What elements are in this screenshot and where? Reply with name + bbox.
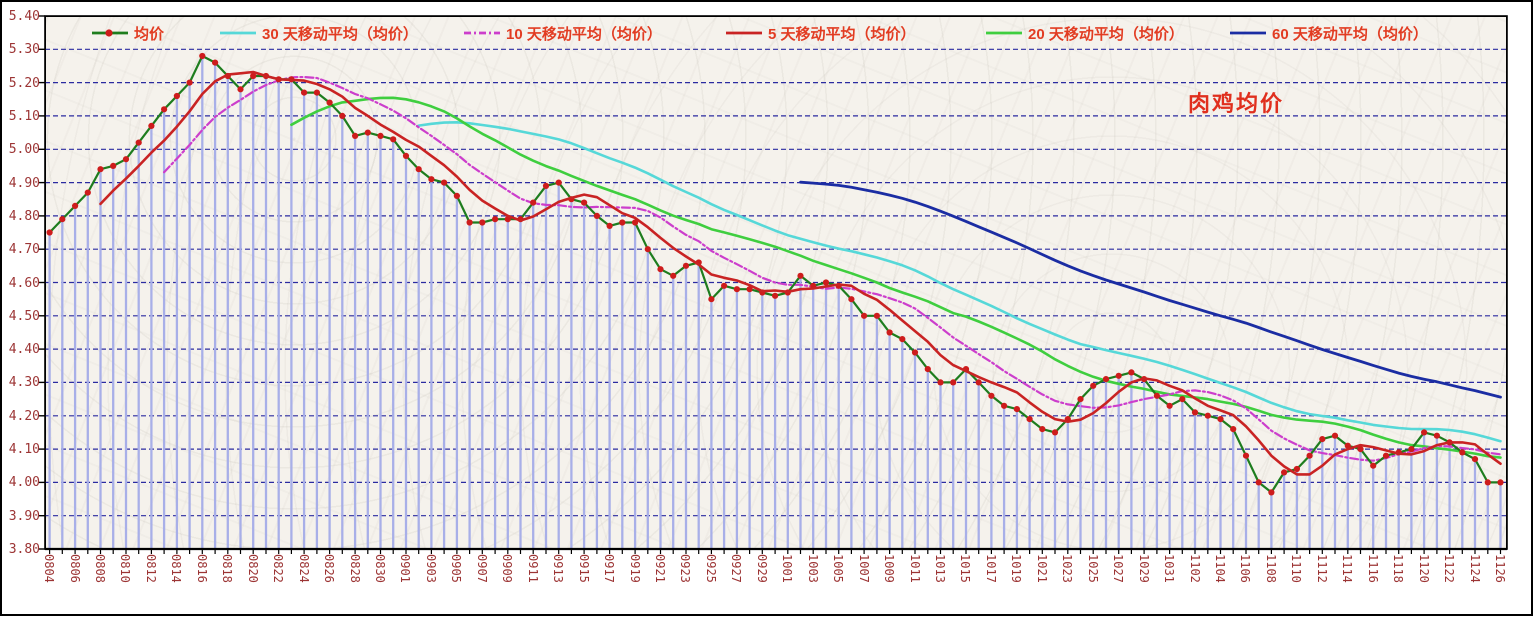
x-tick-label: 0812 [144, 554, 158, 583]
x-tick-label: 1029 [1137, 554, 1151, 583]
x-tick-label: 0913 [551, 554, 565, 583]
x-tick-label: 1031 [1162, 554, 1176, 583]
x-tick-label: 1110 [1289, 554, 1303, 583]
chart-legend: 均价 30 天移动平均（均价） 10 天移动平均（均价） 5 天移动平均（均价） 20 … [2, 22, 1533, 46]
x-tick-label: 0907 [475, 554, 489, 583]
legend-label: 60 天移动平均（均价） [1272, 25, 1428, 43]
legend-item[interactable]: 20 天移动平均（均价） [986, 22, 1184, 44]
x-tick-label: 1126 [1493, 554, 1507, 583]
x-tick-label: 1102 [1188, 554, 1202, 583]
x-tick-label: 0830 [373, 554, 387, 583]
y-tick-label: 5.10 [8, 109, 40, 124]
y-tick-label: 4.30 [8, 375, 40, 390]
x-tick-label: 0921 [653, 554, 667, 583]
y-tick-label: 4.10 [8, 442, 40, 457]
x-tick-label: 1120 [1417, 554, 1431, 583]
legend-label: 20 天移动平均（均价） [1028, 25, 1184, 43]
y-tick-label: 5.00 [8, 142, 40, 157]
x-tick-label: 0818 [220, 554, 234, 583]
x-tick-label: 1106 [1238, 554, 1252, 583]
x-tick-label: 0808 [93, 554, 107, 583]
x-tick-label: 1122 [1442, 554, 1456, 583]
legend-label: 30 天移动平均（均价） [262, 25, 418, 43]
x-tick-label: 1114 [1340, 554, 1354, 583]
legend-item[interactable]: 30 天移动平均（均价） [220, 22, 418, 44]
x-tick-label: 1019 [1009, 554, 1023, 583]
x-tick-label: 1017 [984, 554, 998, 583]
y-tick-label: 4.70 [8, 242, 40, 257]
chart-title: 肉鸡均价 [1188, 91, 1285, 116]
y-tick-label: 4.90 [8, 176, 40, 191]
legend-line-sample [92, 29, 128, 37]
x-tick-label: 0806 [68, 554, 82, 583]
x-tick-label: 1001 [780, 554, 794, 583]
x-tick-label: 1116 [1366, 554, 1380, 583]
y-tick-label: 4.60 [8, 276, 40, 291]
x-tick-label: 0917 [602, 554, 616, 583]
x-tick-label: 0915 [577, 554, 591, 583]
x-tick-label: 1104 [1213, 554, 1227, 583]
y-tick-label: 4.00 [8, 475, 40, 490]
y-tick-label: 5.40 [8, 9, 40, 24]
x-tick-label: 0923 [678, 554, 692, 583]
x-tick-label: 0925 [704, 554, 718, 583]
legend-line-sample [464, 31, 500, 35]
y-tick-label: 3.90 [8, 509, 40, 524]
legend-label: 均价 [134, 25, 165, 43]
x-tick-label: 1013 [933, 554, 947, 583]
x-tick-label: 1003 [806, 554, 820, 583]
x-tick-label: 0816 [195, 554, 209, 583]
legend-item[interactable]: 60 天移动平均（均价） [1230, 22, 1428, 44]
legend-line-sample [726, 31, 762, 35]
x-tick-label: 0929 [755, 554, 769, 583]
x-tick-label: 1015 [958, 554, 972, 583]
y-tick-label: 4.80 [8, 209, 40, 224]
x-tick-label: 0919 [628, 554, 642, 583]
x-tick-label: 0824 [297, 554, 311, 583]
x-tick-label: 0905 [449, 554, 463, 583]
y-tick-label: 4.50 [8, 309, 40, 324]
x-tick-label: 1112 [1315, 554, 1329, 583]
x-tick-label: 0901 [398, 554, 412, 583]
x-tick-label: 1023 [1060, 554, 1074, 583]
y-tick-label: 3.80 [8, 542, 40, 557]
x-tick-label: 1027 [1111, 554, 1125, 583]
x-tick-label: 0820 [246, 554, 260, 583]
x-tick-label: 1118 [1391, 554, 1405, 583]
x-tick-label: 0810 [118, 554, 132, 583]
legend-label: 10 天移动平均（均价） [506, 25, 662, 43]
y-tick-label: 5.20 [8, 76, 40, 91]
legend-item[interactable]: 5 天移动平均（均价） [726, 22, 916, 44]
legend-label: 5 天移动平均（均价） [768, 25, 916, 43]
x-tick-label: 1025 [1086, 554, 1100, 583]
x-tick-label: 0822 [271, 554, 285, 583]
x-tick-label: 0826 [322, 554, 336, 583]
y-tick-label: 5.30 [8, 42, 40, 57]
legend-item[interactable]: 均价 [92, 22, 164, 44]
legend-line-sample [986, 31, 1022, 35]
x-tick-label: 0804 [42, 554, 56, 583]
x-tick-label: 1007 [857, 554, 871, 583]
legend-item[interactable]: 10 天移动平均（均价） [464, 22, 662, 44]
x-tick-label: 1021 [1035, 554, 1049, 583]
x-tick-label: 1005 [831, 554, 845, 583]
y-tick-label: 4.20 [8, 409, 40, 424]
y-tick-label: 4.40 [8, 342, 40, 357]
legend-line-sample [220, 31, 256, 35]
x-tick-label: 0814 [169, 554, 183, 583]
legend-line-sample [1230, 31, 1266, 35]
x-tick-label: 1124 [1468, 554, 1482, 583]
x-tick-label: 0927 [729, 554, 743, 583]
x-tick-label: 0909 [500, 554, 514, 583]
x-tick-label: 1011 [908, 554, 922, 583]
x-tick-label: 1009 [882, 554, 896, 583]
x-tick-label: 1108 [1264, 554, 1278, 583]
x-tick-label: 0903 [424, 554, 438, 583]
x-tick-label: 0828 [348, 554, 362, 583]
x-tick-label: 0911 [526, 554, 540, 583]
